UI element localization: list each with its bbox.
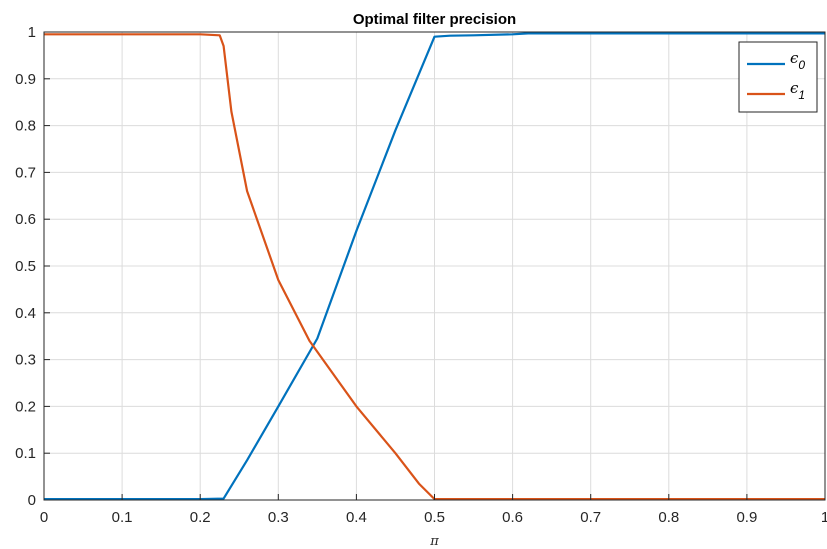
series-line-1 <box>44 33 825 501</box>
x-tick-label: 1 <box>821 509 827 526</box>
y-tick-label: 0.1 <box>15 445 36 462</box>
y-tick-label: 0.4 <box>15 305 36 322</box>
x-tick-label: 0.9 <box>736 509 757 526</box>
x-tick-label: 0.5 <box>424 509 445 526</box>
grid <box>43 31 826 501</box>
x-axis-label: π <box>429 534 439 549</box>
x-tick-label: 0.3 <box>268 509 289 526</box>
x-tick-label: 0.8 <box>658 509 679 526</box>
y-tick-label: 0.6 <box>15 211 36 228</box>
x-tick-label: 0.1 <box>112 509 133 526</box>
x-tick-label: 0.2 <box>190 509 211 526</box>
y-tick-label: 0 <box>28 492 36 509</box>
y-tick-label: 0.3 <box>15 352 36 369</box>
legend-label: ϵ1 <box>790 79 805 102</box>
y-tick-label: 0.7 <box>15 164 36 181</box>
ticks: 0 0.1 0.2 0.3 0.4 0.5 0.6 0.7 0.8 0.9 1 0 0.1 0.2 0.3 0… <box>15 24 827 526</box>
x-tick-label: 0 <box>40 509 48 526</box>
y-tick-label: 0.9 <box>15 71 36 88</box>
y-tick-label: 0.2 <box>15 398 36 415</box>
y-tick-label: 1 <box>28 24 36 41</box>
y-tick-label: 0.5 <box>15 258 36 275</box>
x-tick-label: 0.6 <box>502 509 523 526</box>
legend-box <box>738 41 818 113</box>
x-tick-label: 0.7 <box>580 509 601 526</box>
series-line-0 <box>44 32 825 501</box>
legend-label: ϵ0 <box>790 49 805 72</box>
series-lines <box>44 32 825 501</box>
y-tick-label: 0.8 <box>15 118 36 135</box>
x-tick-label: 0.4 <box>346 509 367 526</box>
chart-title: Optimal filter precision <box>353 11 516 28</box>
